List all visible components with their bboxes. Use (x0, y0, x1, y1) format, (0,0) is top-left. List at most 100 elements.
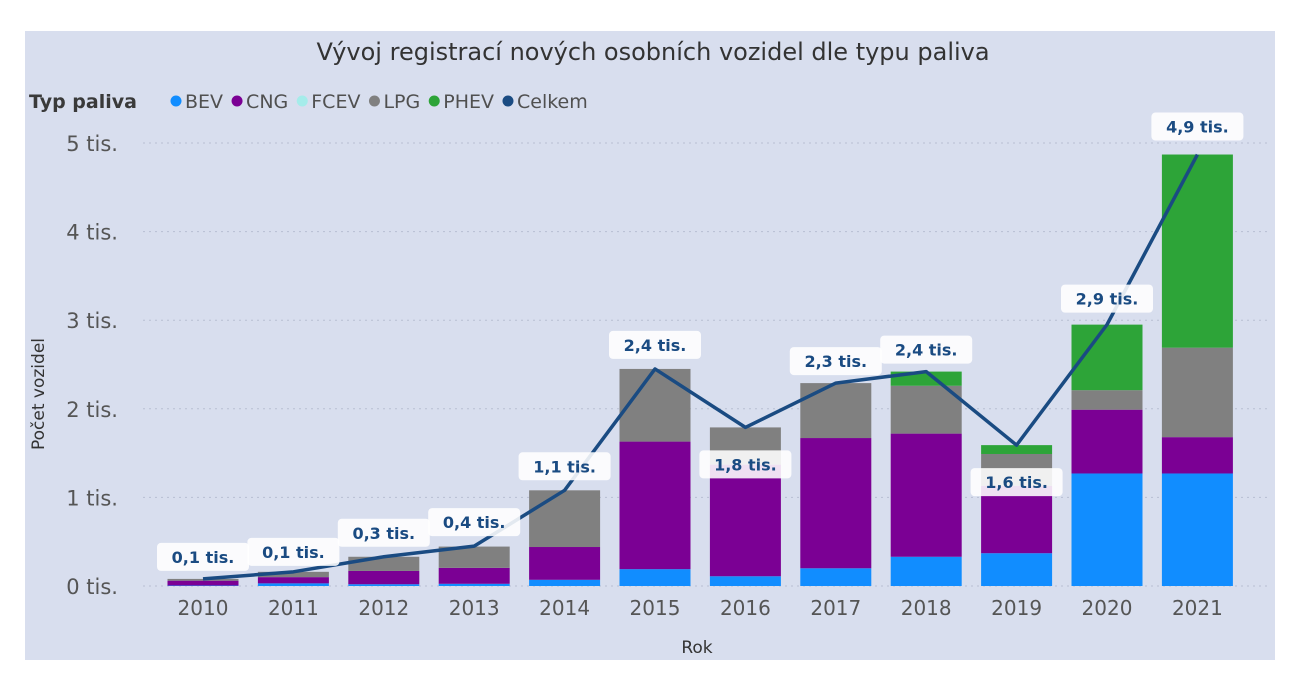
x-axis-ticks: 2010 2011 2012 2013 2014 2015 2016 2017 2018 2019… (178, 596, 1223, 620)
bar-lpg-2013 (438, 546, 510, 568)
y-tick-label: 1 tis. (66, 486, 118, 510)
data-label-2016: 1,8 tis. (714, 455, 777, 474)
data-label-2015: 2,4 tis. (624, 336, 687, 355)
total-line (202, 153, 1199, 581)
bar-cng-2010 (167, 580, 239, 586)
bar-cng-2016 (709, 464, 781, 577)
bar-lpg-2018 (890, 385, 962, 434)
bar-lpg-2017 (800, 383, 872, 439)
x-tick-label-2012: 2012 (358, 596, 409, 620)
legend-marker-phev (428, 95, 440, 107)
data-label-box-2021 (1151, 112, 1244, 141)
data-label-box-2015 (609, 330, 701, 359)
bar-lpg-2011 (257, 571, 329, 578)
data-label-box-2018 (880, 335, 973, 364)
data-label-box-2019 (970, 468, 1063, 497)
x-tick-label-2020: 2020 (1082, 596, 1133, 620)
data-label-2019: 1,6 tis. (985, 473, 1048, 492)
y-tick-label: 2 tis. (66, 398, 118, 422)
data-label-2012: 0,3 tis. (352, 524, 415, 543)
data-label-box-2014 (518, 452, 611, 481)
bar-cng-2019 (981, 485, 1053, 554)
legend-marker-celkem (502, 95, 514, 107)
data-label-2017: 2,3 tis. (804, 352, 867, 371)
legend-label-lpg: LPG (383, 91, 420, 113)
bar-bev-2013 (438, 583, 510, 586)
bar-cng-2015 (619, 441, 691, 570)
legend-title: Typ paliva (29, 91, 137, 113)
legend-marker-bev (170, 95, 182, 107)
data-label-2013: 0,4 tis. (443, 513, 506, 532)
bar-phev-2019 (981, 445, 1053, 454)
gridlines (143, 142, 1270, 587)
bar-lpg-2015 (619, 368, 691, 442)
bar-lpg-2010 (167, 578, 239, 581)
bar-bev-2011 (257, 583, 329, 586)
data-label-box-2020 (1061, 284, 1153, 313)
bar-cng-2012 (348, 570, 420, 585)
data-labels: 0,1 tis. 0,1 tis. 0,3 tis. 0,4 tis. 1,1 tis.… (157, 112, 1244, 571)
bars (167, 154, 1233, 586)
chart-panel: Vývoj registrací nových osobních vozidel… (25, 31, 1275, 660)
data-label-box-2010 (157, 542, 249, 571)
x-tick-label-2013: 2013 (449, 596, 500, 620)
y-tick-label: 0 tis. (66, 575, 118, 599)
legend-label-phev: PHEV (443, 91, 494, 113)
data-label-2020: 2,9 tis. (1076, 290, 1139, 309)
x-tick-label-2011: 2011 (268, 596, 319, 620)
bar-bev-2018 (890, 556, 962, 586)
data-label-2014: 1,1 tis. (533, 457, 596, 476)
chart-svg: Vývoj registrací nových osobních vozidel… (29, 38, 1270, 658)
bar-cng-2018 (890, 433, 962, 557)
bar-lpg-2012 (348, 556, 420, 571)
y-tick-label: 5 tis. (66, 132, 118, 156)
bar-bev-2017 (800, 568, 872, 586)
y-axis-title: Počet vozidel (29, 338, 49, 450)
x-tick-label-2019: 2019 (991, 596, 1042, 620)
bar-bev-2019 (981, 553, 1053, 586)
data-label-box-2011 (247, 537, 340, 566)
data-label-box-2017 (789, 347, 882, 376)
bar-cng-2021 (1161, 437, 1233, 474)
x-tick-label-2014: 2014 (539, 596, 590, 620)
legend-label-celkem: Celkem (517, 91, 588, 113)
x-tick-label-2021: 2021 (1172, 596, 1223, 620)
bar-cng-2013 (438, 567, 510, 584)
data-label-box-2016 (699, 450, 792, 479)
bar-bev-2020 (1071, 473, 1143, 586)
y-tick-label: 4 tis. (66, 221, 118, 245)
data-label-2011: 0,1 tis. (262, 543, 325, 562)
bar-lpg-2020 (1071, 390, 1143, 410)
bar-bev-2012 (348, 584, 420, 586)
x-axis-title: Rok (681, 638, 712, 658)
chart-title: Vývoj registrací nových osobních vozidel… (316, 38, 989, 66)
data-label-2021: 4,9 tis. (1166, 118, 1229, 137)
bar-cng-2020 (1071, 409, 1143, 474)
x-tick-label-2010: 2010 (178, 596, 229, 620)
legend-label-fcev: FCEV (311, 91, 360, 113)
legend-label-bev: BEV (185, 91, 223, 113)
bar-bev-2016 (709, 576, 781, 586)
legend-marker-lpg (368, 95, 380, 107)
legend: Typ paliva BEV CNG FCEV LPG PHEV Celkem (29, 91, 588, 113)
bar-lpg-2014 (529, 490, 601, 548)
legend-marker-cng (231, 95, 243, 107)
data-label-2018: 2,4 tis. (895, 341, 958, 360)
x-tick-label-2016: 2016 (720, 596, 771, 620)
data-label-2010: 0,1 tis. (172, 548, 235, 567)
bar-cng-2017 (800, 438, 872, 569)
bar-cng-2011 (257, 577, 329, 584)
bar-bev-2021 (1161, 473, 1233, 586)
legend-marker-fcev (296, 95, 308, 107)
data-label-box-2012 (337, 518, 430, 547)
bar-lpg-2021 (1161, 347, 1233, 438)
legend-label-cng: CNG (246, 91, 288, 113)
bar-phev-2021 (1161, 154, 1233, 348)
bar-bev-2015 (619, 569, 691, 586)
bar-cng-2014 (529, 547, 601, 580)
y-axis-ticks: 0 tis. 1 tis. 2 tis. 3 tis. 4 tis. 5 tis. (66, 132, 118, 599)
x-tick-label-2015: 2015 (630, 596, 681, 620)
x-tick-label-2018: 2018 (901, 596, 952, 620)
total-line-layer (202, 153, 1199, 581)
data-label-box-2013 (428, 508, 521, 537)
